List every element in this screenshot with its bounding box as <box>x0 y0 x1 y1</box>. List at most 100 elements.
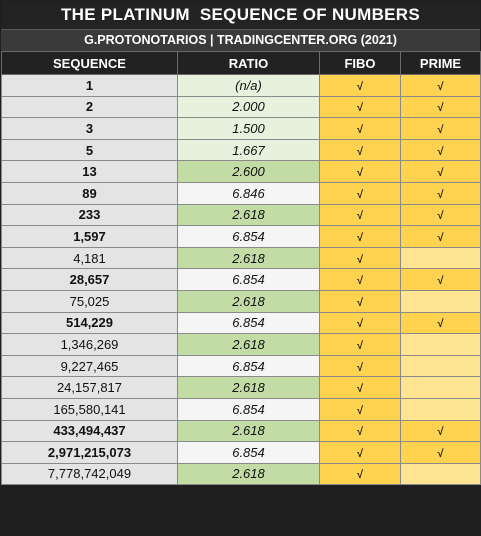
fibo-check-icon: √ <box>356 145 364 158</box>
table-row: 514,229 6.854 √ √ <box>1 311 481 335</box>
fibo-check-icon: √ <box>356 80 364 93</box>
sequence-cell: 24,157,817 <box>1 376 178 399</box>
prime-check-icon: √ <box>437 426 444 439</box>
prime-cell <box>400 397 481 421</box>
prime-check-icon: √ <box>437 80 444 93</box>
sequence-cell: 2,971,215,073 <box>1 441 178 464</box>
ratio-cell: 2.618 <box>177 419 320 443</box>
ratio-cell: 2.618 <box>177 462 320 486</box>
header-ratio: RATIO <box>177 51 320 75</box>
sequence-table: SEQUENCE RATIO FIBO PRIME 1 (n/a) √ √ 2 2.000… <box>1 51 481 486</box>
ratio-cell: 2.000 <box>177 95 320 119</box>
fibo-check-icon: √ <box>356 102 364 115</box>
ratio-cell: 2.600 <box>177 160 320 183</box>
fibo-check-icon: √ <box>356 123 364 136</box>
ratio-cell: 1.667 <box>177 138 320 162</box>
sequence-cell: 75,025 <box>1 289 178 313</box>
fibo-check-icon: √ <box>356 253 364 266</box>
table-row: 1,597 6.854 √ √ <box>1 225 481 248</box>
ratio-cell: 2.618 <box>177 246 320 270</box>
prime-check-icon: √ <box>437 447 444 460</box>
prime-cell <box>400 462 481 486</box>
ratio-cell: 6.854 <box>177 441 320 464</box>
prime-check-icon: √ <box>437 145 444 158</box>
prime-cell <box>400 354 481 378</box>
sequence-cell: 13 <box>1 160 178 183</box>
prime-cell: √ <box>400 225 481 248</box>
fibo-check-icon: √ <box>356 231 364 244</box>
sequence-cell: 514,229 <box>1 311 178 335</box>
prime-cell: √ <box>400 117 481 140</box>
fibo-cell: √ <box>319 160 401 183</box>
table-subtitle: G.PROTONOTARIOS | TRADINGCENTER.ORG (202… <box>1 29 480 51</box>
sequence-cell: 233 <box>1 203 178 227</box>
sequence-cell: 4,181 <box>1 246 178 270</box>
ratio-cell: 2.618 <box>177 376 320 399</box>
prime-cell <box>400 289 481 313</box>
prime-cell: √ <box>400 181 481 205</box>
prime-cell <box>400 333 481 356</box>
table-row: 233 2.618 √ √ <box>1 203 481 227</box>
sequence-cell: 89 <box>1 181 178 205</box>
prime-check-icon: √ <box>437 231 444 244</box>
sequence-cell: 433,494,437 <box>1 419 178 443</box>
fibo-cell: √ <box>319 354 401 378</box>
sequence-cell: 2 <box>1 95 178 119</box>
fibo-cell: √ <box>319 419 401 443</box>
prime-check-icon: √ <box>437 318 444 331</box>
table-row: 5 1.667 √ √ <box>1 138 481 162</box>
table-row: 9,227,465 6.854 √ <box>1 354 481 378</box>
fibo-check-icon: √ <box>356 210 364 223</box>
ratio-cell: 6.846 <box>177 181 320 205</box>
table-row: 433,494,437 2.618 √ √ <box>1 419 481 443</box>
table-row: 2 2.000 √ √ <box>1 95 481 119</box>
fibo-check-icon: √ <box>356 296 364 309</box>
ratio-cell: 6.854 <box>177 397 320 421</box>
prime-check-icon: √ <box>437 188 444 201</box>
table-row: 89 6.846 √ √ <box>1 181 481 205</box>
fibo-check-icon: √ <box>356 447 364 460</box>
fibo-cell: √ <box>319 333 401 356</box>
header-sequence: SEQUENCE <box>1 51 178 75</box>
fibo-cell: √ <box>319 397 401 421</box>
fibo-cell: √ <box>319 74 401 97</box>
prime-cell: √ <box>400 74 481 97</box>
sequence-cell: 1,346,269 <box>1 333 178 356</box>
fibo-cell: √ <box>319 181 401 205</box>
fibo-cell: √ <box>319 95 401 119</box>
ratio-cell: 2.618 <box>177 289 320 313</box>
header-row: SEQUENCE RATIO FIBO PRIME <box>1 51 481 75</box>
table-row: 28,657 6.854 √ √ <box>1 268 481 291</box>
prime-check-icon: √ <box>437 102 444 115</box>
prime-cell: √ <box>400 268 481 291</box>
table-body: 1 (n/a) √ √ 2 2.000 √ √ 3 1.500 √ √ 5 1.667 √ √ 13 2.600 √… <box>1 74 481 486</box>
fibo-cell: √ <box>319 376 401 399</box>
fibo-check-icon: √ <box>356 275 364 288</box>
fibo-cell: √ <box>319 441 401 464</box>
fibo-check-icon: √ <box>356 404 364 417</box>
ratio-cell: 2.618 <box>177 333 320 356</box>
prime-cell: √ <box>400 203 481 227</box>
fibo-cell: √ <box>319 138 401 162</box>
table-row: 4,181 2.618 √ <box>1 246 481 270</box>
prime-check-icon: √ <box>437 123 444 136</box>
header-prime: PRIME <box>400 51 481 75</box>
fibo-check-icon: √ <box>356 339 364 352</box>
table-row: 13 2.600 √ √ <box>1 160 481 183</box>
prime-check-icon: √ <box>437 275 444 288</box>
ratio-cell: 6.854 <box>177 268 320 291</box>
prime-cell: √ <box>400 160 481 183</box>
sequence-cell: 7,778,742,049 <box>1 462 178 486</box>
table-row: 1,346,269 2.618 √ <box>1 333 481 356</box>
sequence-cell: 5 <box>1 138 178 162</box>
prime-cell: √ <box>400 138 481 162</box>
fibo-check-icon: √ <box>356 167 364 180</box>
fibo-check-icon: √ <box>356 318 364 331</box>
ratio-cell: 2.618 <box>177 203 320 227</box>
prime-cell <box>400 246 481 270</box>
prime-cell: √ <box>400 95 481 119</box>
sequence-cell: 1,597 <box>1 225 178 248</box>
fibo-cell: √ <box>319 289 401 313</box>
table-row: 7,778,742,049 2.618 √ <box>1 462 481 486</box>
table-row: 24,157,817 2.618 √ <box>1 376 481 399</box>
